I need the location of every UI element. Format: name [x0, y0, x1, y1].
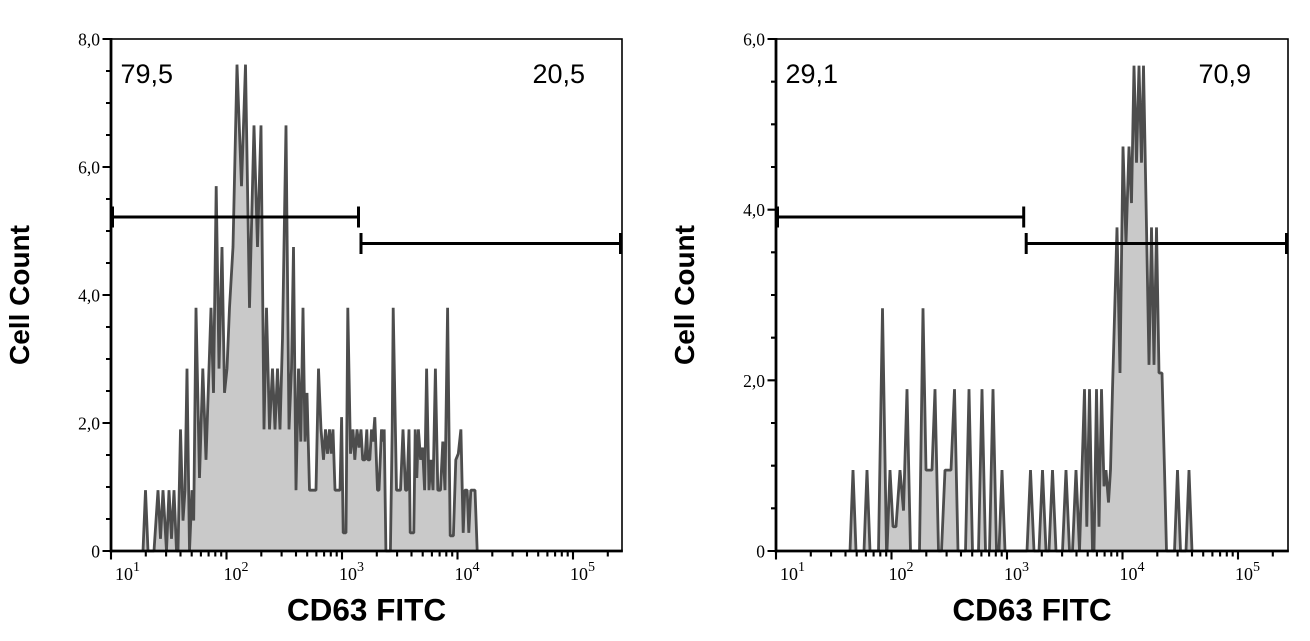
svg-text:2,0: 2,0 — [78, 414, 100, 434]
svg-text:Cell Count: Cell Count — [4, 225, 35, 365]
svg-text:29,1: 29,1 — [786, 59, 839, 89]
svg-text:2,0: 2,0 — [743, 371, 765, 391]
svg-text:0: 0 — [91, 542, 100, 562]
svg-text:0: 0 — [756, 542, 765, 562]
svg-text:79,5: 79,5 — [121, 59, 174, 89]
svg-text:8,0: 8,0 — [78, 30, 100, 50]
svg-text:20,5: 20,5 — [532, 59, 585, 89]
svg-text:Cell Count: Cell Count — [669, 225, 700, 365]
svg-text:6,0: 6,0 — [743, 30, 765, 50]
svg-text:CD63 FITC: CD63 FITC — [952, 592, 1111, 628]
svg-text:4,0: 4,0 — [743, 200, 765, 220]
svg-text:4,0: 4,0 — [78, 286, 100, 306]
svg-text:70,9: 70,9 — [1198, 59, 1251, 89]
svg-text:6,0: 6,0 — [78, 158, 100, 178]
svg-text:CD63 FITC: CD63 FITC — [287, 592, 446, 628]
